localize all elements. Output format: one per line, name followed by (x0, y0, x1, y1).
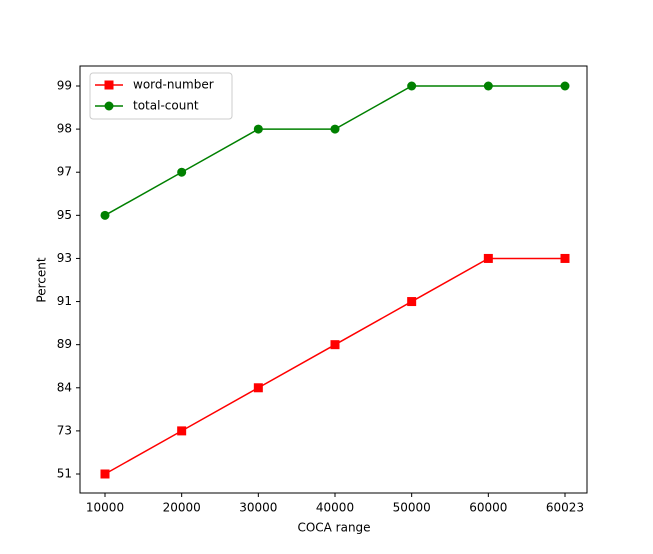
x-tick-label: 60023 (546, 501, 584, 515)
data-point (177, 426, 187, 436)
y-tick-label: 73 (57, 423, 72, 437)
data-point (560, 253, 570, 263)
x-tick-label: 20000 (163, 501, 201, 515)
y-tick-label: 97 (57, 165, 72, 179)
data-point (330, 340, 340, 350)
data-point (330, 124, 340, 134)
series-line (104, 257, 565, 475)
x-tick-label: 50000 (393, 501, 431, 515)
y-axis-label: Percent (35, 257, 49, 302)
y-tick-label: 98 (57, 122, 72, 136)
legend-marker (104, 80, 114, 90)
legend-label: word-number (133, 78, 214, 92)
data-point (407, 297, 417, 307)
legend-marker (104, 101, 114, 111)
x-tick-label: 10000 (86, 501, 124, 515)
data-point (483, 81, 493, 91)
plot-frame (79, 65, 588, 494)
data-point (100, 469, 110, 479)
x-axis-label: COCA range (297, 521, 370, 535)
legend-label: total-count (133, 99, 199, 113)
y-tick-label: 93 (57, 251, 72, 265)
y-tick-label: 95 (57, 208, 72, 222)
data-point (100, 210, 110, 220)
x-tick-label: 30000 (239, 501, 277, 515)
data-point (407, 81, 417, 91)
y-tick-label: 51 (57, 467, 72, 481)
y-tick-label: 84 (57, 380, 72, 394)
x-tick-label: 60000 (469, 501, 507, 515)
legend-box (89, 72, 233, 120)
data-point (253, 383, 263, 393)
y-tick-label: 99 (57, 79, 72, 93)
x-tick-label: 40000 (316, 501, 354, 515)
y-tick-label: 91 (57, 294, 72, 308)
data-point (483, 253, 493, 263)
data-point (560, 81, 570, 91)
y-tick-label: 89 (57, 337, 72, 351)
data-point (253, 124, 263, 134)
data-point (177, 167, 187, 177)
